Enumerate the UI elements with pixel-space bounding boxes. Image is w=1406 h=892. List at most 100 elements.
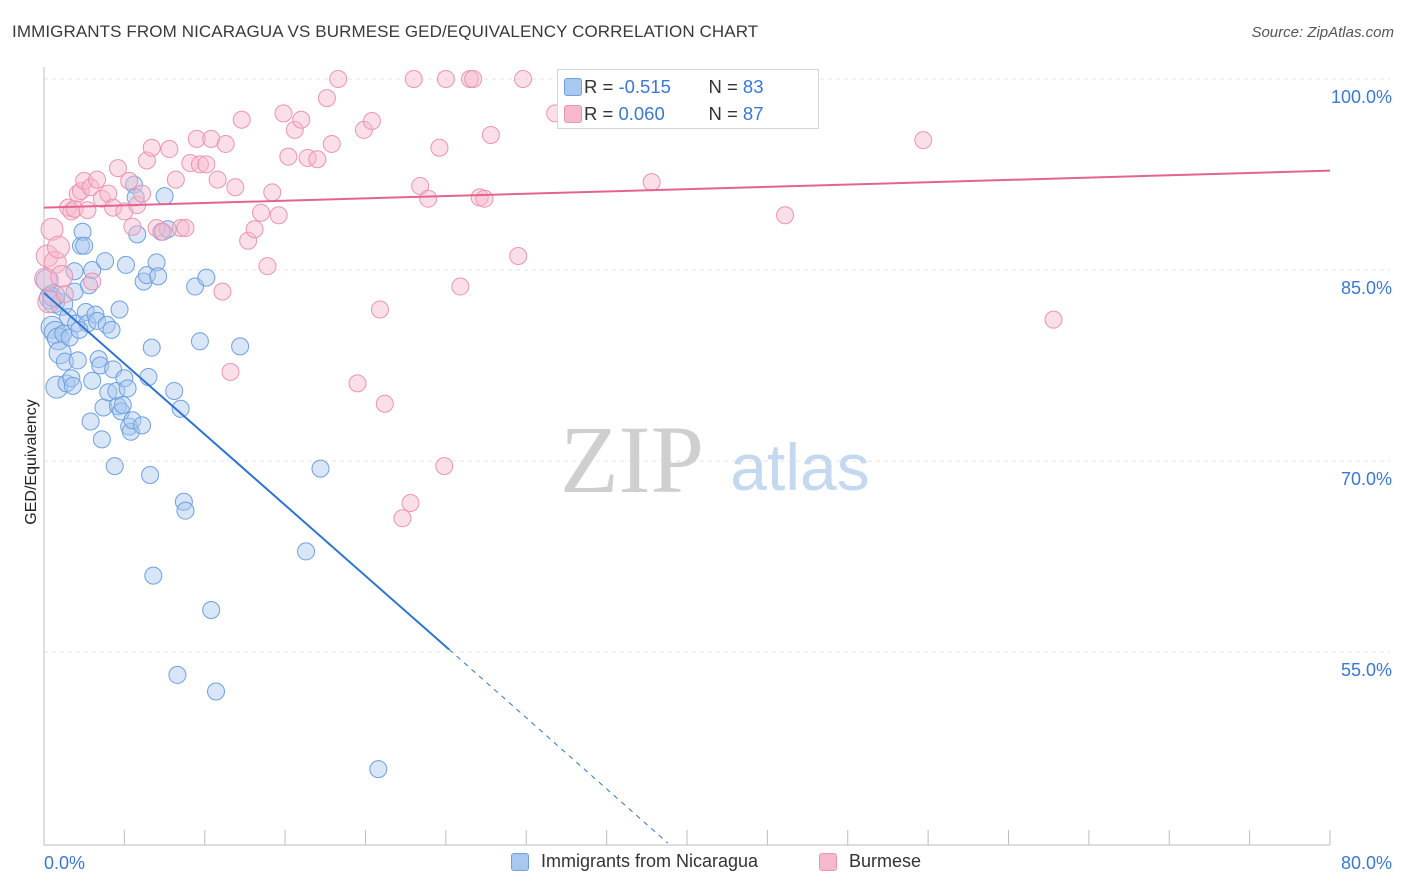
point-burmese [263, 183, 282, 202]
watermark-zip: ZIP [560, 406, 704, 513]
point-burmese [292, 110, 311, 129]
point-burmese [81, 178, 100, 197]
point-burmese [166, 170, 185, 189]
legend-item-nicaragua[interactable]: Immigrants from Nicaragua [511, 851, 758, 872]
point-nicaragua [88, 311, 107, 330]
axes: 55.0% 70.0% 85.0% 100.0% 0.0% 80.0% [43, 67, 1392, 873]
point-burmese [213, 282, 232, 301]
point-nicaragua [149, 267, 168, 286]
chart-legend: Immigrants from Nicaragua Burmese [0, 851, 1406, 879]
data-points [34, 70, 1063, 779]
stats-row-burmese: R = 0.060 N = 87 [564, 102, 763, 126]
trend-lines [43, 169, 1331, 844]
point-nicaragua [116, 255, 135, 274]
point-burmese [43, 250, 67, 274]
point-nicaragua [102, 320, 121, 339]
point-nicaragua [73, 222, 92, 241]
point-burmese [514, 70, 533, 88]
point-burmese [208, 170, 227, 189]
trendline-burmese [43, 169, 1331, 209]
point-nicaragua [133, 416, 152, 435]
n-label: N = [708, 76, 743, 97]
point-burmese [404, 70, 423, 88]
point-burmese [160, 140, 179, 159]
point-nicaragua [96, 252, 115, 271]
point-nicaragua [155, 187, 174, 206]
trendline-nicaragua-extension [448, 649, 669, 844]
point-burmese [142, 138, 161, 157]
point-burmese [776, 206, 795, 225]
point-burmese [104, 198, 123, 217]
y-tick-label: 70.0% [1341, 469, 1392, 489]
point-nicaragua [123, 411, 142, 430]
point-burmese [252, 203, 271, 222]
point-nicaragua [75, 236, 94, 255]
point-nicaragua [197, 268, 216, 287]
point-burmese [411, 176, 430, 195]
legend-swatch-blue [511, 852, 529, 871]
legend-swatch-pink [819, 852, 837, 871]
trendline-nicaragua [43, 292, 450, 651]
point-nicaragua [45, 375, 69, 399]
point-burmese [370, 300, 389, 319]
point-nicaragua [92, 430, 111, 449]
point-nicaragua [68, 351, 87, 370]
point-nicaragua [311, 459, 330, 478]
point-nicaragua [144, 566, 163, 585]
point-nicaragua [70, 320, 89, 339]
point-burmese [274, 104, 293, 123]
point-burmese [202, 129, 221, 148]
point-nicaragua [141, 466, 160, 485]
point-burmese [419, 189, 438, 208]
point-burmese [401, 494, 420, 513]
point-nicaragua [142, 338, 161, 357]
y-tick-label: 55.0% [1341, 660, 1392, 680]
stats-swatch-pink [564, 105, 582, 123]
point-burmese [65, 199, 84, 218]
point-nicaragua [105, 457, 124, 476]
point-nicaragua [139, 367, 158, 386]
point-burmese [187, 129, 206, 148]
point-burmese [46, 235, 70, 259]
r-label: R = [584, 76, 619, 97]
point-burmese [509, 246, 528, 265]
point-burmese [221, 362, 240, 381]
point-burmese [37, 290, 61, 314]
y-tick-label: 100.0% [1331, 87, 1392, 107]
point-burmese [317, 89, 336, 108]
x-tick-label: 0.0% [44, 853, 85, 873]
point-burmese [436, 70, 455, 88]
chart-source: Source: ZipAtlas.com [1251, 24, 1394, 41]
point-burmese [269, 206, 288, 225]
point-nicaragua [369, 760, 388, 779]
point-nicaragua [176, 501, 195, 520]
n-value: 83 [742, 76, 764, 97]
point-burmese [475, 189, 494, 208]
point-nicaragua [113, 395, 132, 414]
legend-item-burmese[interactable]: Burmese [819, 851, 921, 872]
point-burmese [181, 154, 200, 173]
point-burmese [464, 70, 483, 88]
point-nicaragua [110, 300, 129, 319]
point-nicaragua [63, 376, 82, 395]
point-nicaragua [165, 381, 184, 400]
point-burmese [153, 222, 172, 241]
point-nicaragua [62, 369, 81, 388]
point-nicaragua [121, 422, 140, 441]
point-nicaragua [174, 492, 193, 511]
legend-label: Burmese [849, 851, 922, 871]
point-burmese [375, 394, 394, 413]
point-burmese [279, 147, 298, 166]
point-nicaragua [207, 682, 226, 701]
point-burmese [258, 257, 277, 276]
y-axis-title: GED/Equivalency [23, 399, 40, 524]
point-burmese [123, 217, 142, 236]
point-burmese [108, 159, 127, 178]
point-burmese [55, 285, 74, 304]
point-burmese [50, 264, 74, 288]
watermark-atlas: atlas [730, 430, 869, 504]
point-burmese [71, 182, 90, 201]
point-nicaragua [147, 253, 166, 272]
point-burmese [176, 218, 195, 237]
